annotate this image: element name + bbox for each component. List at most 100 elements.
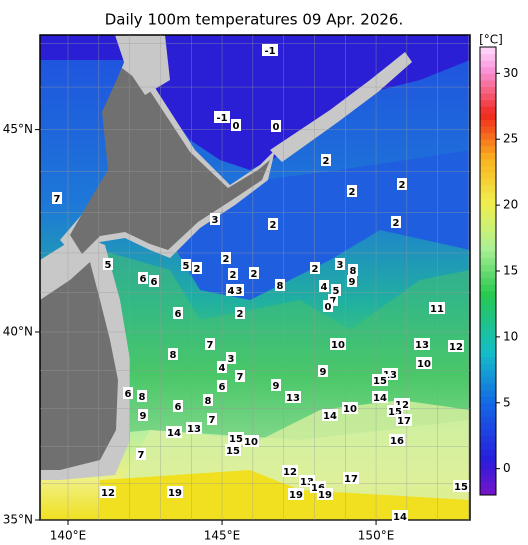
colorbar-swatch — [480, 172, 496, 180]
contour-label-box — [268, 218, 278, 230]
colorbar-unit: [°C] — [479, 33, 503, 47]
colorbar-swatch — [480, 145, 496, 153]
subarctic-front — [40, 250, 470, 440]
contour-label-box — [317, 488, 333, 500]
contour-label: 15 — [373, 376, 387, 387]
contour-label: 5 — [183, 261, 190, 272]
contour-label-box — [203, 394, 213, 406]
colorbar-swatch — [480, 455, 496, 463]
contour-label: -1 — [264, 46, 275, 57]
y-tick-label: 45°N — [3, 122, 33, 136]
contour-label-box — [234, 284, 244, 296]
honshu — [40, 262, 118, 470]
colorbar-swatch — [480, 356, 496, 364]
contour-label: 4 — [228, 286, 235, 297]
colorbar-swatch — [480, 271, 496, 279]
contour-label: 6 — [125, 389, 132, 400]
y-tick-label: 40°N — [3, 324, 33, 338]
contour-label: 9 — [320, 367, 327, 378]
contour-label-box — [335, 258, 345, 270]
contour-label-box — [453, 480, 469, 492]
colorbar-tick-label: 15 — [503, 264, 518, 278]
colorbar-swatch — [480, 415, 496, 424]
contour-label: 17 — [397, 416, 411, 427]
colorbar-swatch — [480, 126, 496, 134]
contour-label: 2 — [393, 218, 400, 229]
contour-label: 7 — [138, 450, 145, 461]
hokkaido — [70, 68, 270, 254]
contour-label: 15 — [454, 482, 468, 493]
contour-label: 7 — [209, 415, 216, 426]
contour-label: 10 — [331, 340, 345, 351]
colorbar-swatch — [480, 244, 496, 252]
contour-label-box — [323, 300, 333, 312]
colorbar-swatch — [480, 409, 496, 417]
contour-label-box — [372, 391, 388, 403]
colorbar-swatch — [480, 165, 496, 173]
colorbar-swatch — [480, 383, 496, 391]
colorbar-swatch — [480, 132, 496, 140]
contour-label-box — [207, 413, 217, 425]
contour-label-box — [396, 414, 412, 426]
colorbar-swatch — [480, 323, 496, 331]
contour-label: 7 — [207, 340, 214, 351]
colorbar-swatch — [480, 185, 496, 193]
contour-label-box — [318, 365, 328, 377]
contour-label-box — [173, 400, 183, 412]
contour-label: 8 — [205, 396, 212, 407]
colorbar-swatch — [480, 119, 496, 127]
colorbar-swatch — [480, 66, 496, 74]
contour-label: 2 — [312, 264, 319, 275]
contour-label: 3 — [337, 260, 344, 271]
contour-label-box — [429, 302, 445, 314]
colorbar-swatch — [480, 73, 496, 81]
colorbar-tick-label: 5 — [503, 395, 511, 409]
x-tick-label: 150°E — [358, 529, 395, 543]
colorbar-swatch — [480, 389, 496, 397]
contour-label-box — [397, 178, 407, 190]
colorbar-swatch — [480, 330, 496, 338]
contour-label-box — [249, 267, 259, 279]
colorbar-swatch — [480, 303, 496, 312]
contour-label-box — [319, 280, 329, 292]
colorbar-swatch — [480, 462, 496, 470]
contour-label-box — [103, 258, 113, 270]
contour-label-box — [173, 307, 183, 319]
contour-label: -1 — [216, 113, 227, 124]
contour-label-box — [310, 262, 320, 274]
colorbar-swatch — [480, 112, 496, 120]
colorbar-swatch — [480, 475, 496, 483]
contour-label-box — [100, 486, 116, 498]
contour-label: 13 — [286, 393, 300, 404]
colorbar-swatch — [480, 369, 496, 377]
contour-label: 2 — [237, 309, 244, 320]
sakhalin — [115, 35, 170, 95]
contour-label-box — [221, 252, 231, 264]
contour-label: 14 — [373, 393, 387, 404]
kuril-islands — [270, 52, 412, 162]
contour-label-box — [210, 213, 220, 225]
graticule — [40, 35, 470, 521]
colorbar-swatch — [480, 191, 496, 200]
contour-label-box — [226, 352, 236, 364]
contour-label-box — [347, 185, 357, 197]
contour-label: 7 — [237, 372, 244, 383]
colorbar-swatch — [480, 448, 496, 456]
contour-label: 3 — [212, 215, 219, 226]
contour-label-box — [228, 268, 238, 280]
contour-label: 14 — [167, 428, 181, 439]
contour-label: 12 — [101, 488, 115, 499]
contour-label-box — [347, 275, 357, 287]
contour-label: 6 — [219, 382, 226, 393]
colorbar-swatch — [480, 422, 496, 430]
contour-label-box — [205, 338, 215, 350]
colorbar-swatch — [480, 47, 496, 55]
contour-label: 2 — [251, 269, 258, 280]
contour-label-box — [416, 357, 432, 369]
colorbar-swatch — [480, 488, 496, 496]
contour-label: 0 — [233, 121, 240, 132]
colorbar-tick-label: 25 — [503, 132, 518, 146]
contour-label-box — [137, 390, 147, 402]
contour-label-box — [168, 348, 178, 360]
contour-label-box — [214, 111, 230, 123]
